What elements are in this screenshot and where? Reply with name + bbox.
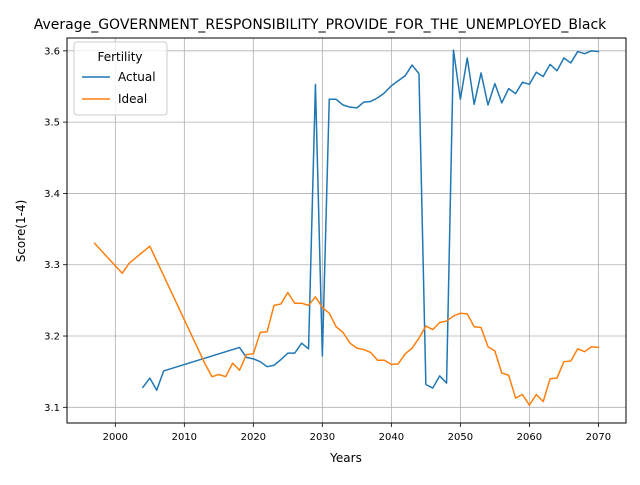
x-tick-label: 2040 [379, 432, 404, 443]
legend-box [73, 41, 168, 116]
y-tick-label: 3.4 [44, 189, 60, 200]
x-tick-label: 2020 [241, 432, 266, 443]
legend-label-actual: Actual [118, 70, 156, 84]
x-tick-label: 2060 [517, 432, 542, 443]
legend-title: Fertility [97, 50, 142, 64]
x-tick-label: 2010 [172, 432, 197, 443]
legend: Fertility Actual Ideal [73, 41, 168, 116]
y-tick-label: 3.5 [44, 118, 60, 129]
x-tick-label: 2070 [586, 432, 611, 443]
chart-title: Average_GOVERNMENT_RESPONSIBILITY_PROVID… [34, 17, 607, 33]
y-tick-label: 3.6 [44, 46, 60, 57]
plot-frame [66, 37, 627, 424]
x-tick-label: 2050 [448, 432, 473, 443]
y-tick-label: 3.3 [44, 260, 60, 271]
series-line-actual [141, 49, 600, 391]
y-tick-label: 3.2 [44, 332, 60, 343]
y-axis-label: Score(1-4) [14, 200, 28, 263]
series-line-ideal [93, 242, 600, 406]
y-tick-label: 3.1 [44, 403, 60, 414]
x-tick-label: 2030 [310, 432, 335, 443]
x-tick-label: 2000 [103, 432, 128, 443]
series-layer [93, 49, 600, 406]
x-axis-label: Years [329, 451, 362, 465]
tick-layer: 2000 2010 2020 2030 2040 2050 2060 2070 3.1 3.2 3.… [44, 46, 611, 443]
grid-layer [67, 38, 626, 423]
legend-label-ideal: Ideal [118, 92, 147, 106]
